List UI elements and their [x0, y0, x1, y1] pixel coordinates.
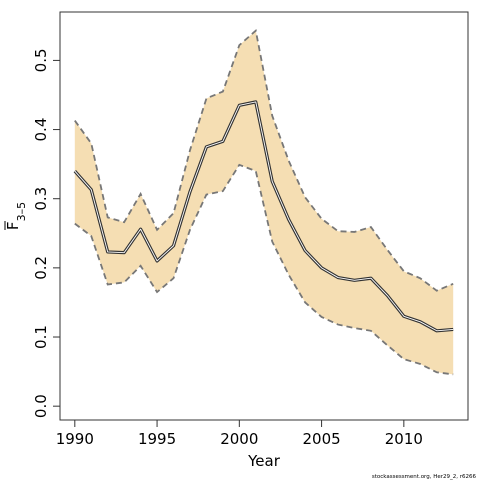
x-tick-label: 2010: [385, 430, 423, 448]
y-tick-label: 0.0: [32, 394, 50, 418]
svg-text:F3–5: F3–5: [4, 202, 28, 230]
y-tick-label: 0.5: [32, 48, 50, 72]
y-axis: 0.0 0.1 0.2 0.3 0.4 0.5: [32, 48, 61, 418]
x-tick-label: 1990: [56, 430, 94, 448]
x-tick-label: 2000: [220, 430, 258, 448]
estimate-line: [74, 101, 454, 332]
x-axis: 1990 1995 2000 2005 2010: [56, 419, 423, 448]
y-tick-label: 0.4: [32, 118, 50, 142]
y-tick-label: 0.2: [32, 256, 50, 280]
x-tick-label: 2005: [302, 430, 340, 448]
lower-bound-line: [74, 163, 454, 376]
x-axis-title: Year: [247, 452, 281, 470]
credit-text: stockassessment.org, Her29_2, r6266: [372, 474, 477, 480]
x-tick-label: 1995: [138, 430, 176, 448]
y-axis-title-subscript: 3–5: [15, 202, 28, 222]
upper-bound-line: [74, 28, 454, 292]
y-tick-label: 0.1: [32, 325, 50, 349]
y-axis-title-main: F: [4, 221, 22, 230]
y-tick-label: 0.3: [32, 187, 50, 211]
y-axis-title: F3–5: [4, 202, 28, 230]
